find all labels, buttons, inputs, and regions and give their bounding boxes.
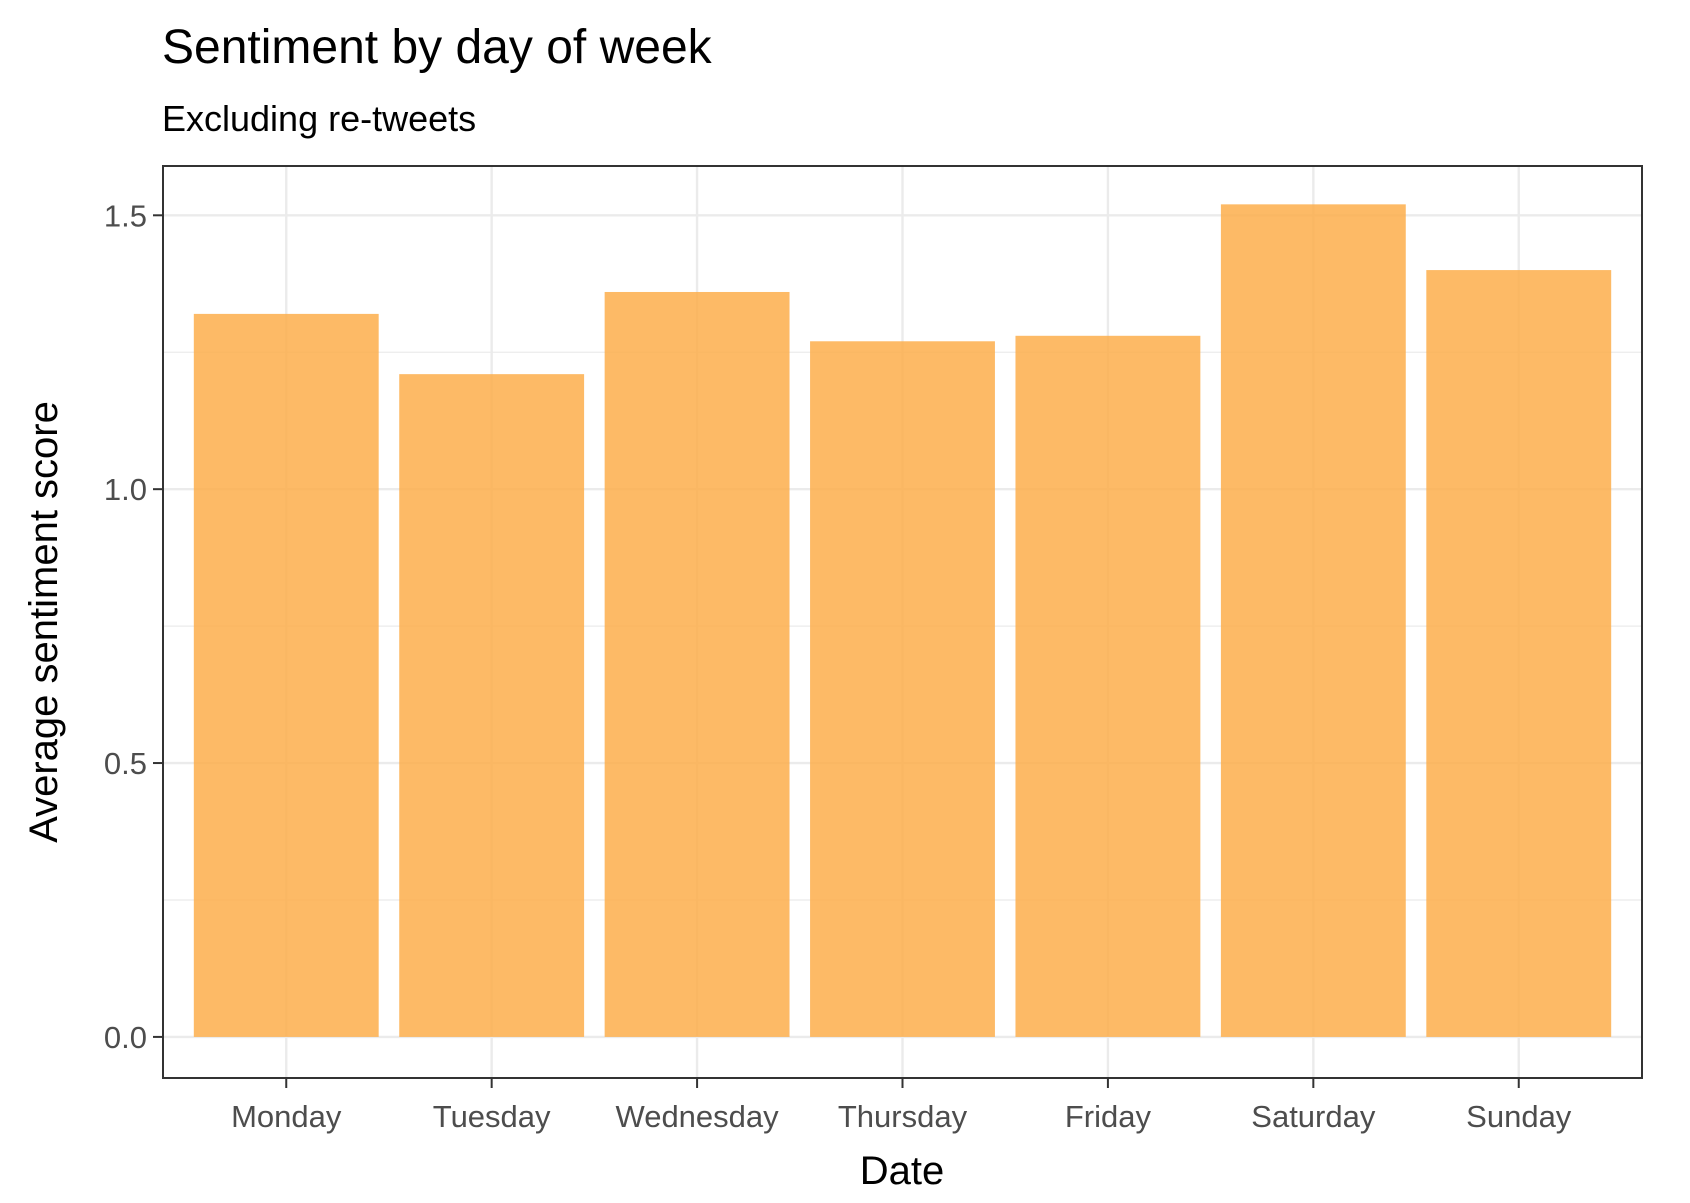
bar-wednesday: [604, 291, 790, 1037]
bar-tuesday: [399, 374, 585, 1037]
y-tick-label: 0.5: [104, 746, 147, 781]
x-tick-label: Saturday: [1251, 1099, 1376, 1134]
bars: [193, 204, 1612, 1037]
y-tick-label: 1.0: [104, 472, 147, 507]
bar-saturday: [1220, 204, 1406, 1037]
x-tick-label: Wednesday: [616, 1099, 780, 1134]
y-axis: 0.0 0.5 1.0 1.5: [104, 198, 163, 1055]
y-tick-label: 0.0: [104, 1020, 147, 1055]
y-axis-title: Average sentiment score: [22, 401, 66, 843]
bar-friday: [1015, 335, 1201, 1037]
x-axis: Monday Tuesday Wednesday Thursday Friday Satu…: [231, 1078, 1572, 1134]
x-tick-label: Sunday: [1466, 1099, 1572, 1134]
chart-subtitle: Excluding re-tweets: [162, 98, 476, 139]
chart-title: Sentiment by day of week: [162, 21, 713, 74]
x-tick-label: Friday: [1065, 1099, 1152, 1134]
x-tick-label: Thursday: [838, 1099, 968, 1134]
bar-thursday: [810, 341, 995, 1037]
bar-sunday: [1426, 270, 1612, 1037]
x-axis-title: Date: [860, 1149, 945, 1193]
x-tick-label: Monday: [231, 1099, 342, 1134]
bar-monday: [193, 313, 379, 1037]
y-tick-label: 1.5: [104, 198, 147, 233]
x-tick-label: Tuesday: [433, 1099, 551, 1134]
